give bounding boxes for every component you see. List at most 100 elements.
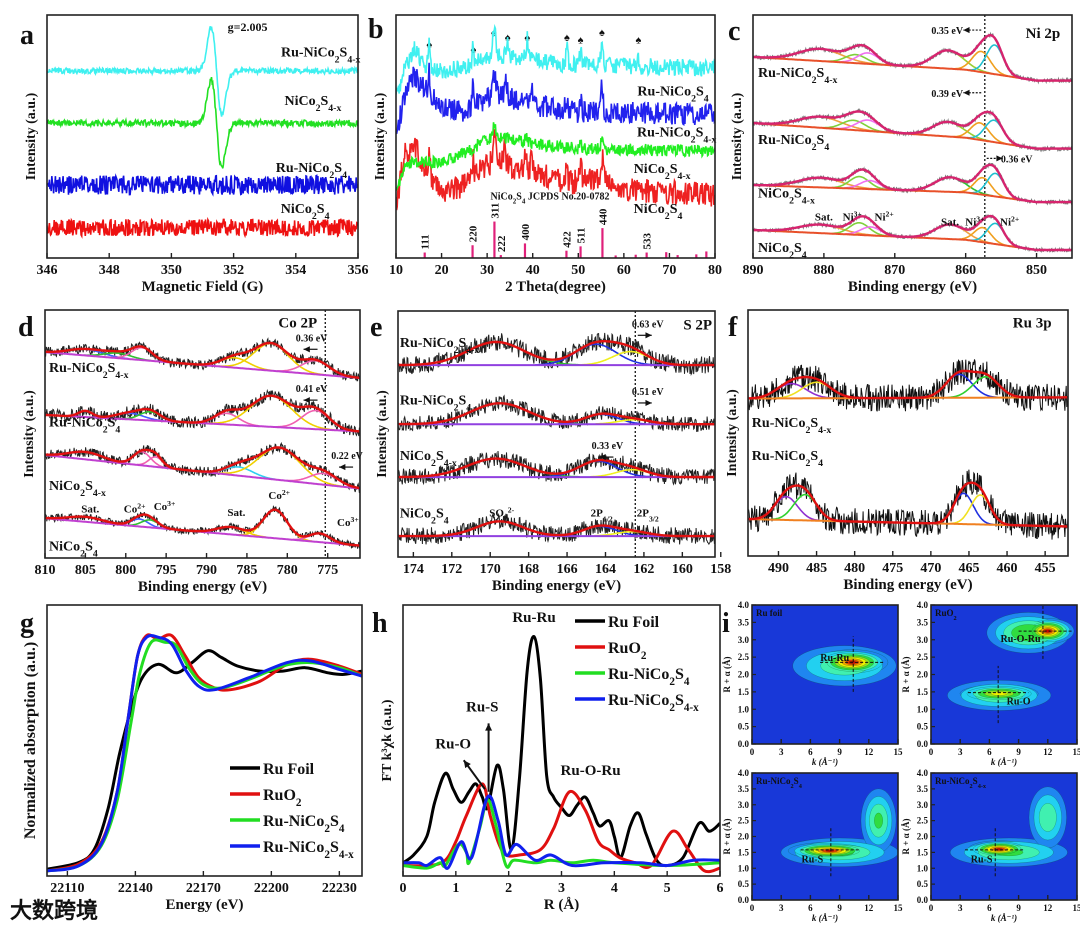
plot-frame bbox=[46, 604, 363, 877]
x-tick-label: 22170 bbox=[186, 881, 221, 896]
y-tick-label: 0.5 bbox=[917, 879, 929, 889]
x-axis-label: Binding energy (eV) bbox=[138, 579, 267, 595]
legend-label: Ru-NiCo2S4 bbox=[263, 813, 345, 835]
fit-envelope-line bbox=[748, 481, 1068, 528]
series bbox=[45, 441, 360, 493]
map-title: Ru-NiCo2S4-x bbox=[935, 776, 987, 790]
plot-frame bbox=[397, 310, 716, 558]
x-tick-label: 70 bbox=[662, 263, 676, 278]
annotation-label: Co3+ bbox=[154, 498, 176, 513]
series-data-line bbox=[748, 469, 1068, 540]
x-tick-label: 775 bbox=[317, 563, 338, 578]
series bbox=[396, 62, 715, 135]
bond-label: Ru-S bbox=[971, 855, 993, 866]
x-tick-label: 9 bbox=[1016, 747, 1021, 757]
series bbox=[398, 394, 715, 432]
legend-label: Ru-NiCo2S4-x bbox=[608, 692, 699, 714]
bond-label: Ru-O-Ru bbox=[1001, 634, 1041, 645]
y-tick-label: 0.5 bbox=[738, 879, 750, 889]
y-tick-label: 3.5 bbox=[738, 617, 750, 627]
map-area: Ru-S bbox=[752, 773, 898, 900]
plot-area bbox=[47, 25, 358, 239]
x-tick-label: 470 bbox=[920, 561, 941, 576]
peak-marker-icon: ♠ bbox=[564, 32, 570, 44]
legend-label: Ru Foil bbox=[263, 761, 315, 778]
x-axis-label: 2 Theta(degree) bbox=[505, 279, 606, 295]
y-tick-label: 2.5 bbox=[738, 652, 750, 662]
y-tick-label: 1.5 bbox=[917, 847, 929, 857]
arrow-head-icon bbox=[963, 27, 970, 34]
stick-hkl-label: 311 bbox=[489, 203, 501, 219]
series bbox=[47, 216, 358, 239]
x-tick-label: 3 bbox=[958, 903, 963, 913]
x-axis-label: Binding energy (eV) bbox=[848, 279, 977, 295]
x-tick-label: 22110 bbox=[50, 881, 84, 896]
series-data-line bbox=[396, 62, 715, 135]
fit-component-line bbox=[958, 226, 1007, 247]
wavelet-map: Ru-S Ru-NiCo2S4 0 3 6 9 12 15 0.0 0.5 1.0 1.5 2.0 2.5… bbox=[722, 768, 903, 923]
x-tick-label: 15 bbox=[894, 747, 904, 757]
plot-area bbox=[45, 310, 360, 558]
x-tick-label: 485 bbox=[806, 561, 827, 576]
annotation-label: Sat. bbox=[815, 212, 833, 224]
x-tick-label: 2 bbox=[505, 881, 512, 896]
series-line bbox=[47, 634, 362, 873]
y-tick-label: 4.0 bbox=[917, 600, 929, 610]
x-tick-label: 12 bbox=[864, 903, 874, 913]
x-axis-label: k (Å⁻¹) bbox=[812, 757, 838, 767]
panel-letter: e bbox=[370, 312, 382, 343]
x-tick-label: 6 bbox=[808, 903, 813, 913]
x-tick-label: 810 bbox=[35, 563, 56, 578]
watermark: 大数跨境 bbox=[10, 898, 98, 923]
x-tick-label: 790 bbox=[196, 563, 217, 578]
x-tick-label: 160 bbox=[672, 562, 693, 577]
x-tick-label: 780 bbox=[277, 563, 298, 578]
y-tick-label: 0.0 bbox=[738, 895, 750, 905]
series-label: Ru-NiCo2S4 bbox=[637, 84, 708, 104]
x-tick-label: 354 bbox=[285, 263, 306, 278]
annotation-label: g=2.005 bbox=[228, 20, 268, 34]
y-tick-label: 1.5 bbox=[738, 847, 750, 857]
fit-component-line bbox=[953, 122, 1006, 145]
annotation-label: 2P3/2 bbox=[637, 508, 659, 524]
annotation-label: 0.22 eV bbox=[331, 451, 363, 462]
arrow-head-icon bbox=[485, 723, 493, 731]
panel-h: h Ru-Ru Ru-S Ru-O Ru-O-Ru Ru Foil RuO2 Ru-NiCo2… bbox=[372, 604, 724, 913]
y-axis-label: Intensity (a.u.) bbox=[22, 390, 37, 478]
fit-component-line bbox=[954, 50, 1008, 77]
series bbox=[47, 649, 362, 871]
y-tick-label: 3.5 bbox=[917, 617, 929, 627]
series bbox=[47, 638, 362, 873]
plot-area bbox=[47, 633, 362, 873]
series bbox=[45, 388, 360, 437]
series bbox=[396, 23, 715, 95]
x-tick-label: 12 bbox=[1043, 903, 1053, 913]
series-data-line bbox=[398, 450, 715, 486]
series bbox=[753, 162, 1072, 206]
x-tick-label: 850 bbox=[1026, 263, 1047, 278]
peak-marker-icon: ♠ bbox=[636, 34, 642, 46]
fit-envelope-line bbox=[748, 369, 1068, 400]
x-tick-label: 800 bbox=[115, 563, 136, 578]
series bbox=[398, 512, 715, 546]
x-tick-label: 346 bbox=[37, 263, 58, 278]
arrow-head-icon bbox=[339, 464, 346, 471]
arrow-head-icon bbox=[599, 454, 606, 461]
series bbox=[45, 505, 360, 549]
y-tick-label: 4.0 bbox=[738, 768, 750, 778]
arrow-head-icon bbox=[645, 332, 652, 339]
fit-envelope-line bbox=[753, 34, 1072, 82]
bond-label: Ru-S bbox=[802, 855, 824, 866]
annotation-label: Ni3+ bbox=[843, 209, 862, 224]
legend-label: Ru Foil bbox=[608, 614, 660, 631]
x-tick-label: 348 bbox=[99, 263, 120, 278]
y-tick-label: 0.0 bbox=[738, 739, 750, 749]
arrow-head-icon bbox=[996, 155, 1003, 162]
series bbox=[398, 450, 715, 486]
series-label: NiCo2S4-x bbox=[758, 186, 815, 206]
legend-label: RuO2 bbox=[608, 640, 647, 662]
panel-f: f Ru-NiCo2S4-x Ru-NiCo2S4 Ru 3p 490 485 480 475… bbox=[725, 309, 1069, 593]
plot-area bbox=[403, 635, 720, 874]
x-tick-label: 166 bbox=[557, 562, 578, 577]
